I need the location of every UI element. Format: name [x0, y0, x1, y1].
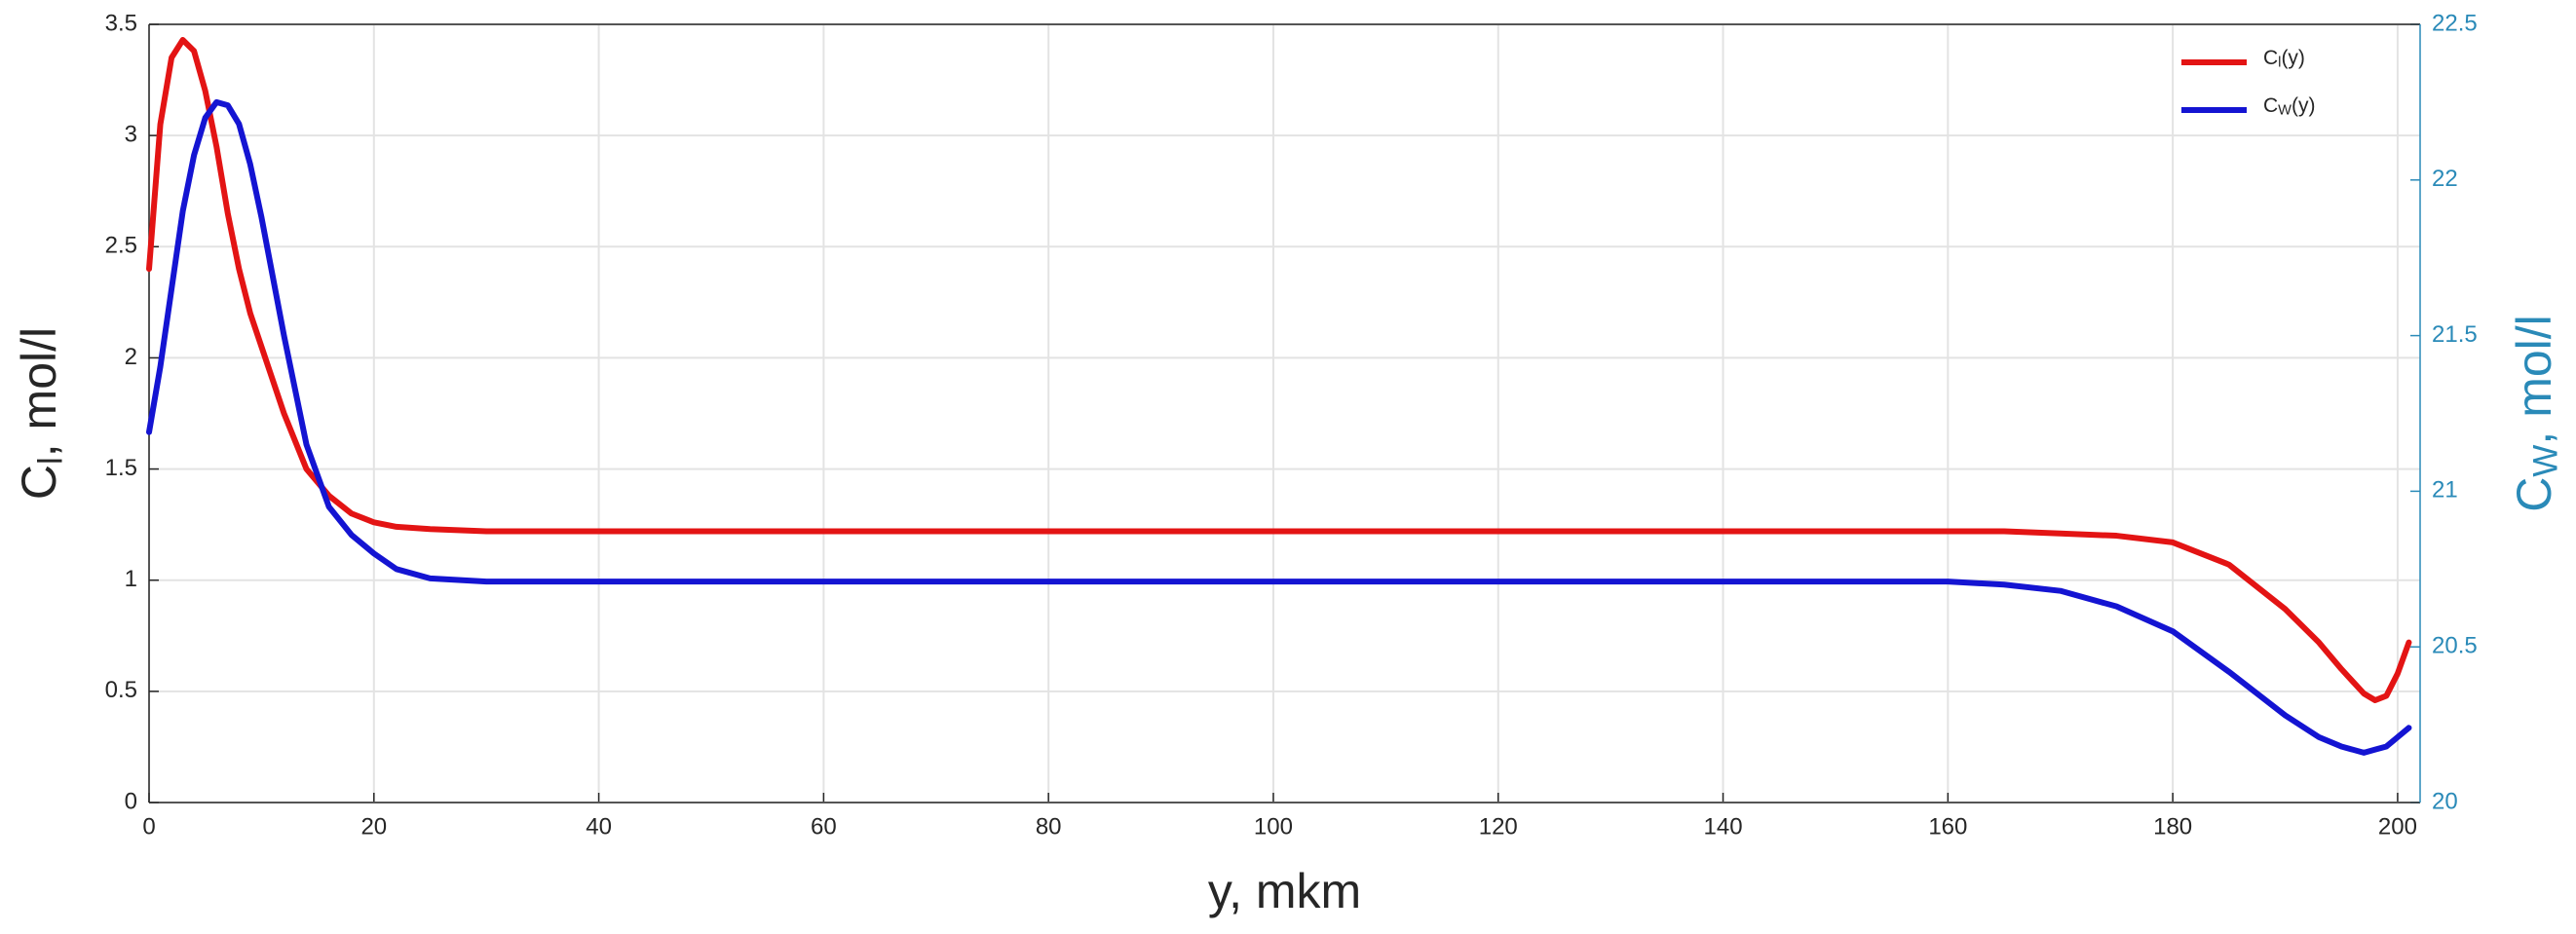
y-tick-label: 0.5 [105, 677, 137, 703]
series-line [146, 98, 2412, 756]
y-tick-label: 0 [125, 788, 137, 814]
y-axis-label-main: C [12, 465, 66, 500]
y-tick-label: 2 [125, 344, 137, 370]
x-tick-label: 180 [2153, 813, 2192, 840]
legend-label-main: C [2263, 94, 2278, 117]
y-tick-label: 1 [125, 566, 137, 592]
y-tick-label: 3.5 [105, 10, 137, 36]
x-tick-label: 80 [1036, 813, 1062, 840]
legend-label: Cl(y) [2263, 47, 2305, 71]
y-tick-label: 1.5 [105, 455, 137, 481]
series-line [146, 36, 2412, 703]
y2-axis-label-main: C [2507, 477, 2561, 512]
x-tick-label: 0 [142, 813, 155, 840]
x-tick-label: 120 [1479, 813, 1518, 840]
x-tick-label: 140 [1704, 813, 1743, 840]
y2-tick-label: 21 [2432, 477, 2458, 504]
x-tick-label: 60 [811, 813, 837, 840]
legend-label-rest: (y) [2281, 47, 2305, 69]
y-axis-label: Cl, mol/l [12, 327, 70, 500]
y2-tick-label: 20.5 [2432, 633, 2478, 659]
y2-axis-label-rest: , mol/l [2507, 315, 2561, 444]
x-tick-label: 40 [586, 813, 612, 840]
legend-label: CW(y) [2263, 94, 2316, 119]
y-tick-label: 2.5 [105, 233, 137, 259]
y-axis-label-rest: , mol/l [12, 327, 66, 457]
plot-area [149, 24, 2420, 803]
x-tick-label: 20 [360, 813, 387, 840]
y2-tick-label: 21.5 [2432, 321, 2478, 348]
y-tick-label: 3 [125, 121, 137, 147]
legend-label-main: C [2263, 47, 2278, 69]
legend-label-sub: W [2278, 102, 2292, 118]
y2-tick-label: 20 [2432, 788, 2458, 814]
y2-axis-label: CW, mol/l [2507, 315, 2565, 512]
x-axis-label: y, mkm [1208, 864, 1361, 918]
legend-label-sub: l [2278, 55, 2281, 70]
x-tick-label: 200 [2378, 813, 2417, 840]
y2-tick-label: 22.5 [2432, 10, 2478, 36]
x-tick-label: 100 [1254, 813, 1293, 840]
y2-tick-label: 22 [2432, 166, 2458, 192]
y2-axis-label-sub: W [2527, 445, 2565, 477]
x-tick-label: 160 [1928, 813, 1967, 840]
y-axis-label-sub: l [32, 457, 70, 465]
legend-label-rest: (y) [2292, 94, 2316, 117]
